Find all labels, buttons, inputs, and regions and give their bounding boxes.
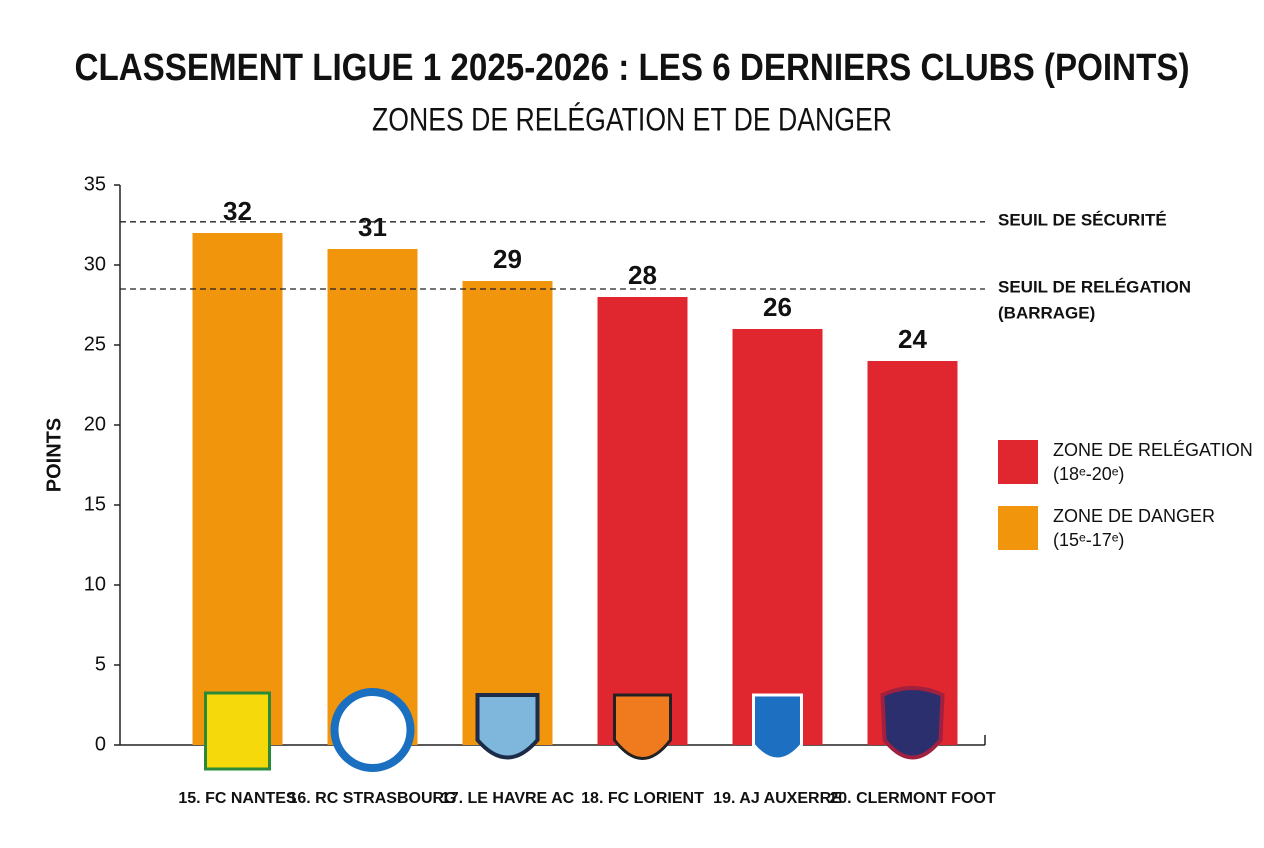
value-label: 24 <box>898 324 927 354</box>
y-tick-label: 15 <box>84 493 106 515</box>
value-label: 29 <box>493 244 522 274</box>
x-tick-label: 18. FC LORIENT <box>581 790 704 807</box>
x-tick-label: 20. CLERMONT FOOT <box>829 790 995 807</box>
bar <box>462 281 553 745</box>
value-label: 26 <box>763 292 792 322</box>
legend-swatch <box>998 440 1038 484</box>
value-label: 32 <box>223 196 252 226</box>
reference-label: SEUIL DE SÉCURITÉ <box>998 210 1167 229</box>
logo-shape <box>880 686 945 760</box>
bar <box>732 329 823 745</box>
y-tick-label: 0 <box>95 733 106 755</box>
y-tick-label: 20 <box>84 413 106 435</box>
legend-label: ZONE DE RELÉGATION <box>1053 440 1253 460</box>
club-logo <box>752 693 803 761</box>
legend-note: (15ᵉ-17ᵉ) <box>1053 530 1124 550</box>
club-logo <box>204 691 271 771</box>
reference-label: SEUIL DE RELÉGATION <box>998 277 1191 296</box>
reference-label: (BARRAGE) <box>998 303 1095 322</box>
x-tick-label: 17. LE HAVRE AC <box>441 790 575 807</box>
y-tick-label: 5 <box>95 653 106 675</box>
club-logo <box>613 693 672 760</box>
logo-shape <box>204 691 271 771</box>
x-tick-label: 16. RC STRASBOURG <box>288 790 456 807</box>
legend-swatch <box>998 506 1038 550</box>
bar <box>867 361 958 745</box>
y-tick-label: 30 <box>84 253 106 275</box>
y-tick-label: 10 <box>84 573 106 595</box>
bar <box>597 297 688 745</box>
chart-title: CLASSEMENT LIGUE 1 2025-2026 : LES 6 DER… <box>75 47 1190 89</box>
bar <box>192 233 283 745</box>
legend-note: (18ᵉ-20ᵉ) <box>1053 464 1124 484</box>
logo-shape <box>330 688 415 772</box>
y-axis-label: POINTS <box>43 418 65 492</box>
legend-label: ZONE DE DANGER <box>1053 506 1215 526</box>
y-tick-label: 35 <box>84 173 106 195</box>
y-tick-label: 25 <box>84 333 106 355</box>
club-logo <box>475 693 540 760</box>
logo-shape <box>752 693 803 761</box>
x-tick-label: 19. AJ AUXERRE <box>713 790 842 807</box>
value-label: 28 <box>628 260 657 290</box>
logo-shape <box>613 693 672 760</box>
logo-shape <box>475 693 540 760</box>
value-label: 31 <box>358 212 387 242</box>
x-tick-label: 15. FC NANTES <box>178 790 297 807</box>
chart-subtitle: ZONES DE RELÉGATION ET DE DANGER <box>372 101 892 137</box>
club-logo <box>880 686 945 760</box>
club-logo <box>330 688 415 772</box>
bar <box>327 249 418 745</box>
